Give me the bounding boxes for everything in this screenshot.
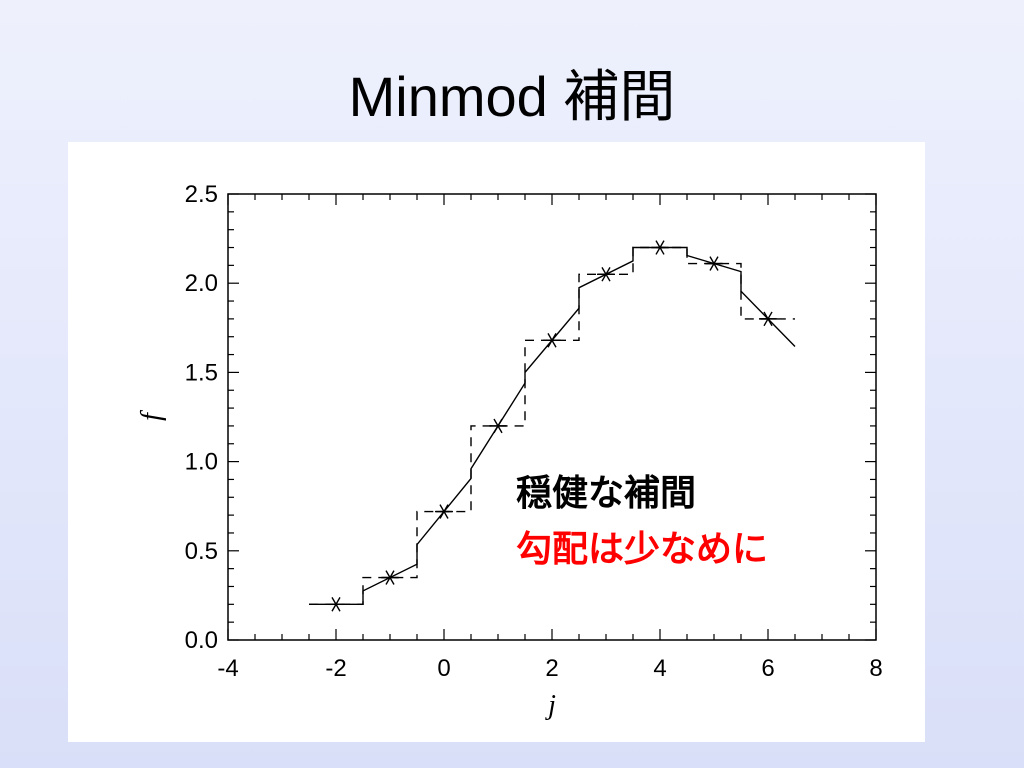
x-tick-label: 2 <box>545 655 558 682</box>
y-tick-labels: 0.0 0.5 1.0 1.5 2.0 2.5 <box>185 181 218 654</box>
data-point-marker <box>381 570 399 585</box>
x-tick-label: -4 <box>217 655 238 682</box>
slide-title: Minmod 補間 <box>348 65 676 128</box>
y-tick-label: 0.5 <box>185 538 218 565</box>
data-point-marker <box>759 311 777 327</box>
data-point-marker <box>705 256 723 271</box>
annotation-smaller-gradient: 勾配は少なめに <box>516 529 769 570</box>
data-point-marker <box>597 267 615 282</box>
data-point-marker <box>327 597 345 612</box>
x-tick-label: 6 <box>761 655 774 682</box>
x-tick-label: -2 <box>325 655 346 682</box>
data-point-marker <box>489 418 507 434</box>
plot-frame <box>227 193 877 641</box>
x-tick-label: 4 <box>653 655 666 682</box>
data-markers <box>327 240 777 612</box>
annotation-robust-interpolation: 穏健な補間 <box>516 473 697 514</box>
tick-marks <box>227 193 877 641</box>
y-tick-label: 2.0 <box>185 270 218 297</box>
y-axis-label: f <box>136 410 167 421</box>
y-tick-label: 1.5 <box>185 359 218 386</box>
cell-average-dashed-line <box>309 246 795 605</box>
minmod-chart: -4 -2 0 2 4 6 8 0.0 0.5 1.0 1.5 2.0 2.5 j f <box>136 181 883 721</box>
data-point-marker <box>435 504 453 519</box>
y-tick-label: 1.0 <box>185 449 218 476</box>
x-tick-label: 8 <box>869 655 882 682</box>
y-tick-label: 0.0 <box>185 627 218 654</box>
data-point-marker <box>543 333 561 348</box>
data-point-marker <box>651 240 669 255</box>
x-tick-label: 0 <box>437 655 450 682</box>
x-axis-label: j <box>545 690 556 721</box>
figure-panel: -4 -2 0 2 4 6 8 0.0 0.5 1.0 1.5 2.0 2.5 j f <box>68 142 925 742</box>
y-tick-label: 2.5 <box>185 181 218 208</box>
x-tick-labels: -4 -2 0 2 4 6 8 <box>217 655 882 682</box>
